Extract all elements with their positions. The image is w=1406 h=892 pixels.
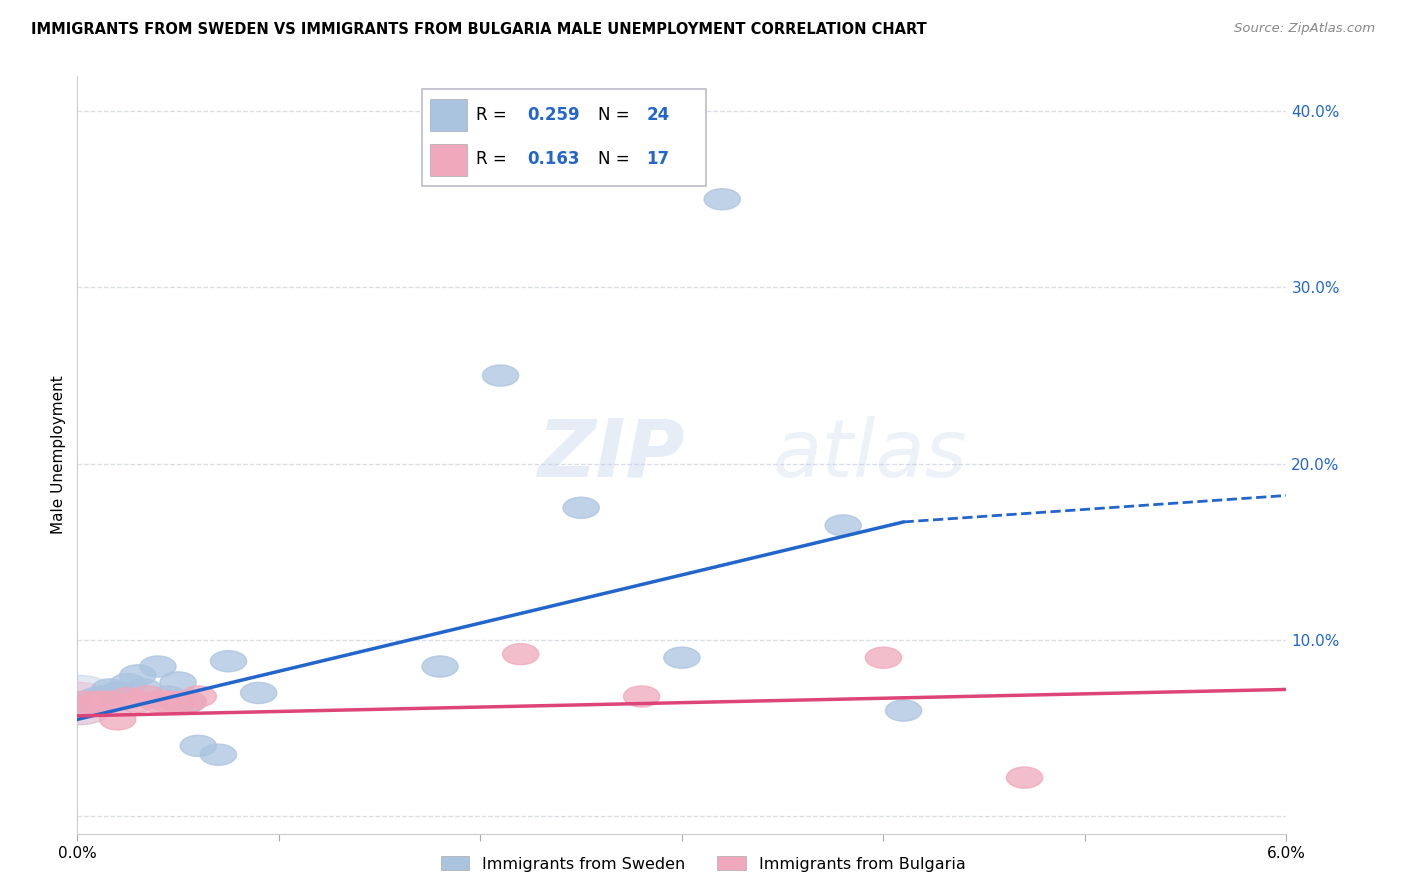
Ellipse shape (704, 189, 741, 210)
Ellipse shape (664, 647, 700, 668)
Ellipse shape (86, 686, 122, 707)
Ellipse shape (72, 691, 107, 713)
Ellipse shape (502, 644, 538, 665)
Ellipse shape (865, 647, 901, 668)
Ellipse shape (1007, 767, 1043, 789)
Ellipse shape (39, 675, 120, 724)
Ellipse shape (129, 686, 166, 707)
Ellipse shape (77, 688, 114, 709)
Ellipse shape (79, 691, 115, 713)
Ellipse shape (90, 691, 125, 713)
Text: atlas: atlas (773, 416, 967, 494)
Ellipse shape (240, 682, 277, 704)
Text: Source: ZipAtlas.com: Source: ZipAtlas.com (1234, 22, 1375, 36)
Ellipse shape (100, 682, 136, 704)
Ellipse shape (170, 691, 207, 713)
Ellipse shape (120, 691, 156, 713)
Ellipse shape (44, 682, 115, 724)
Ellipse shape (73, 695, 110, 716)
Ellipse shape (482, 365, 519, 386)
Ellipse shape (180, 686, 217, 707)
Ellipse shape (170, 691, 207, 713)
Ellipse shape (211, 650, 246, 672)
Ellipse shape (125, 679, 162, 700)
Ellipse shape (150, 691, 186, 713)
Ellipse shape (110, 688, 146, 709)
Ellipse shape (160, 691, 197, 713)
Ellipse shape (160, 672, 197, 693)
Ellipse shape (886, 700, 922, 721)
Ellipse shape (422, 656, 458, 677)
Text: IMMIGRANTS FROM SWEDEN VS IMMIGRANTS FROM BULGARIA MALE UNEMPLOYMENT CORRELATION: IMMIGRANTS FROM SWEDEN VS IMMIGRANTS FRO… (31, 22, 927, 37)
Ellipse shape (65, 695, 101, 716)
Ellipse shape (180, 735, 217, 756)
Ellipse shape (150, 686, 186, 707)
Ellipse shape (562, 497, 599, 518)
Ellipse shape (120, 665, 156, 686)
Ellipse shape (110, 673, 146, 695)
Ellipse shape (200, 744, 236, 765)
Legend: Immigrants from Sweden, Immigrants from Bulgaria: Immigrants from Sweden, Immigrants from … (433, 848, 973, 880)
Ellipse shape (65, 691, 101, 713)
Ellipse shape (139, 691, 176, 713)
Ellipse shape (91, 679, 128, 700)
Ellipse shape (100, 709, 136, 730)
Y-axis label: Male Unemployment: Male Unemployment (51, 376, 66, 534)
Ellipse shape (623, 686, 659, 707)
Ellipse shape (139, 656, 176, 677)
Text: ZIP: ZIP (537, 416, 685, 494)
Ellipse shape (825, 515, 862, 536)
